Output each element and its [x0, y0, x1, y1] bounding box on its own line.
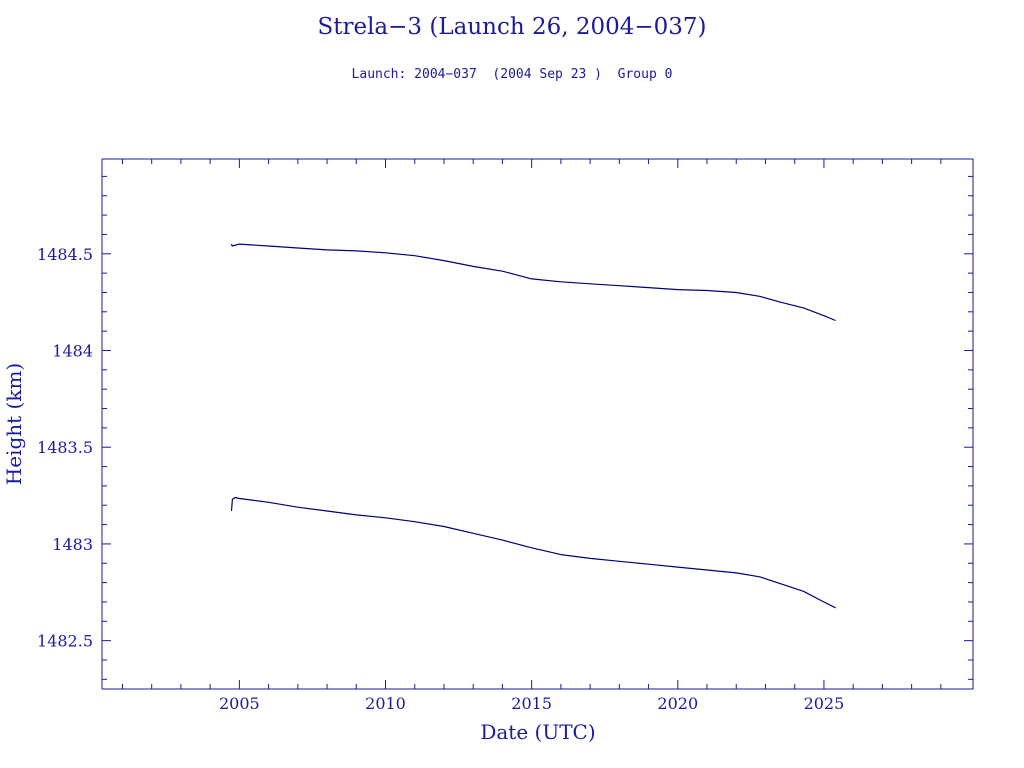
plot-frame: [101, 158, 974, 690]
y-axis: 1482.5 1483 1483.5 1484 1484.5: [37, 175, 973, 680]
y-axis-label: Height (km): [2, 363, 26, 485]
series-layer: [230, 243, 836, 609]
chart-subtitle: Launch: 2004−037 (2004 Sep 23 ) Group 0: [351, 67, 673, 82]
y-tick-label: 1482.5: [37, 632, 93, 651]
x-axis: 2005 2010 2015 2020 2025: [121, 159, 942, 713]
x-tick-label: 2020: [657, 694, 698, 713]
series-line-upper: [230, 243, 836, 322]
x-tick-label: 2005: [219, 694, 260, 713]
x-tick-label: 2025: [804, 694, 845, 713]
series-line-lower: [230, 496, 836, 609]
y-tick-label: 1484: [52, 341, 93, 360]
y-tick-label: 1484.5: [37, 245, 93, 264]
y-tick-label: 1483.5: [37, 438, 93, 457]
x-tick-label: 2015: [511, 694, 552, 713]
y-tick-label: 1483: [52, 535, 93, 554]
x-axis-label: Date (UTC): [480, 720, 595, 744]
chart-title: Strela−3 (Launch 26, 2004−037): [317, 14, 707, 40]
x-tick-label: 2010: [365, 694, 406, 713]
